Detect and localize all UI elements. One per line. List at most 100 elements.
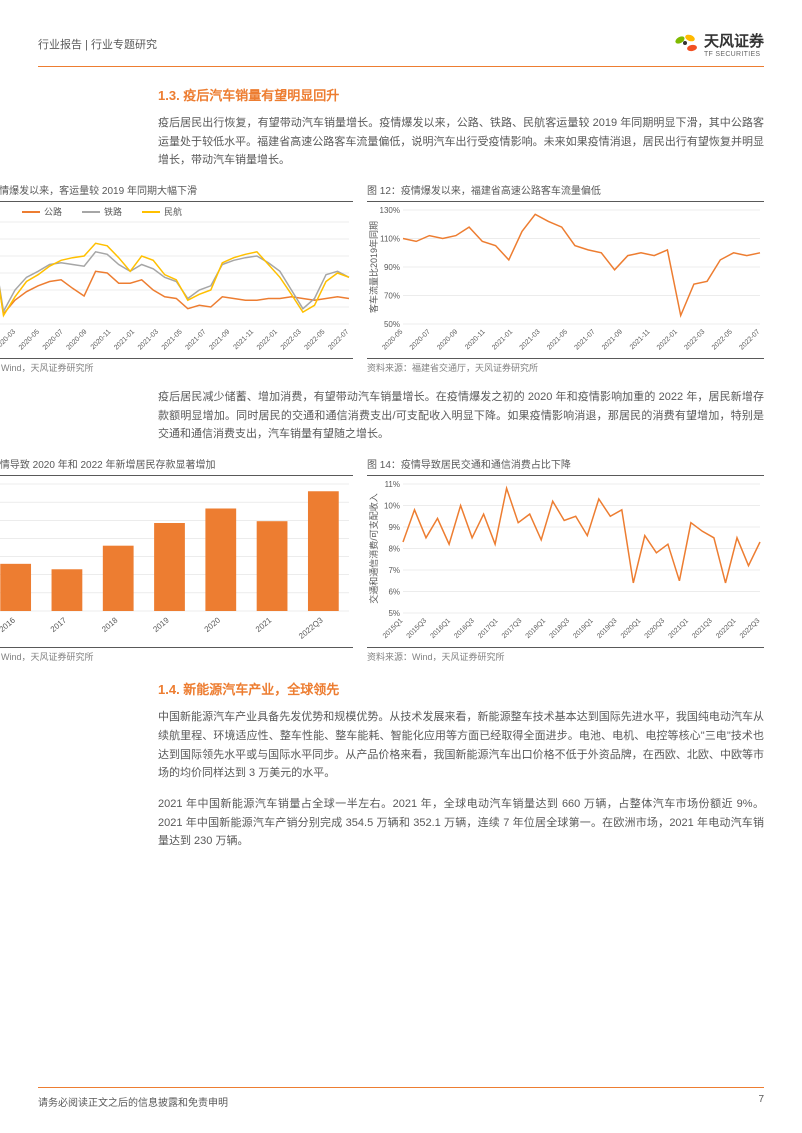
section-1-4-title: 1.4. 新能源汽车产业，全球领先 [158,679,764,698]
chart-11: 图 11：疫情爆发以来，客运量较 2019 年同期大幅下滑 0%20%40%60… [0,182,353,374]
svg-text:2017: 2017 [49,615,69,634]
svg-text:2019: 2019 [151,615,171,634]
svg-text:2015Q3: 2015Q3 [406,618,429,641]
svg-text:2021-09: 2021-09 [208,328,231,351]
svg-text:2020-09: 2020-09 [436,328,459,351]
svg-text:2021-11: 2021-11 [232,328,255,351]
svg-text:2022-07: 2022-07 [738,328,761,351]
svg-text:2020-11: 2020-11 [90,328,113,351]
svg-text:2020-09: 2020-09 [65,328,88,351]
svg-text:2022-01: 2022-01 [656,328,679,351]
svg-text:2022Q1: 2022Q1 [715,618,738,641]
chart-14: 图 14：疫情导致居民交通和通信消费占比下降 5% 6% 7% 8% 9% 10% 11% 交… [367,456,764,663]
svg-text:130%: 130% [380,206,400,215]
svg-text:5%: 5% [388,609,400,618]
svg-text:2021-05: 2021-05 [161,328,184,351]
svg-text:7%: 7% [388,566,400,575]
svg-text:2021-07: 2021-07 [574,328,597,351]
svg-text:客车流量比2019年同期: 客车流量比2019年同期 [368,221,379,313]
svg-text:2020-05: 2020-05 [381,328,404,351]
svg-text:2019Q3: 2019Q3 [596,618,619,641]
svg-text:2020-05: 2020-05 [18,328,41,351]
svg-text:2016Q3: 2016Q3 [453,618,476,641]
svg-text:50%: 50% [384,320,400,329]
chart-13-canvas: 02468101214新增居民存款：万亿元2016201720182019202… [0,478,353,643]
svg-text:2021-01: 2021-01 [491,328,514,351]
svg-text:2022-03: 2022-03 [280,328,303,351]
svg-text:2021-03: 2021-03 [137,328,160,351]
svg-text:70%: 70% [384,292,400,301]
svg-text:6%: 6% [388,588,400,597]
svg-text:2021-07: 2021-07 [184,328,207,351]
svg-text:2022-01: 2022-01 [256,328,279,351]
svg-text:9%: 9% [388,523,400,532]
svg-text:2020Q3: 2020Q3 [644,618,667,641]
chart-row-2: 图 13：疫情导致 2020 年和 2022 年新增居民存款显著增加 02468… [0,456,764,663]
svg-text:公路: 公路 [44,206,62,217]
svg-text:2018Q3: 2018Q3 [548,618,571,641]
svg-text:2020: 2020 [203,615,223,634]
svg-text:2021-03: 2021-03 [519,328,542,351]
svg-text:2022Q3: 2022Q3 [297,615,325,641]
svg-text:2022-07: 2022-07 [327,328,350,351]
section-1-3-para-1: 疫后居民出行恢复，有望带动汽车销量增长。疫情爆发以来，公路、铁路、民航客运量较 … [158,114,764,170]
svg-text:2016Q1: 2016Q1 [429,618,452,641]
svg-text:2021-09: 2021-09 [601,328,624,351]
svg-text:2018: 2018 [100,615,120,634]
svg-text:2022-05: 2022-05 [303,328,326,351]
footer-page-number: 7 [758,1094,764,1109]
svg-text:2020-07: 2020-07 [42,328,65,351]
breadcrumb: 行业报告 | 行业专题研究 [38,36,157,52]
chart-13-title: 图 13：疫情导致 2020 年和 2022 年新增居民存款显著增加 [0,456,353,471]
svg-text:10%: 10% [384,502,400,511]
chart-13-source: 资料来源：Wind，天风证券研究所 [0,647,353,663]
svg-text:2022-05: 2022-05 [711,328,734,351]
svg-text:8%: 8% [388,545,400,554]
svg-text:2021-11: 2021-11 [629,328,652,351]
svg-text:铁路: 铁路 [104,206,122,217]
chart-11-canvas: 0%20%40%60%80%100%120%客运量比2019年同期2020-01… [0,204,353,354]
chart-13: 图 13：疫情导致 2020 年和 2022 年新增居民存款显著增加 02468… [0,456,353,663]
svg-text:2020Q1: 2020Q1 [620,618,643,641]
page-footer: 请务必阅读正文之后的信息披露和免责申明 7 [38,1087,764,1109]
chart-12-source: 资料来源：福建省交通厅，天风证券研究所 [367,358,764,374]
chart-12-title: 图 12：疫情爆发以来，福建省高速公路客车流量偏低 [367,182,764,197]
section-1-4-para-2: 2021 年中国新能源汽车销量占全球一半左右。2021 年，全球电动汽车销量达到… [158,795,764,851]
svg-text:交通和通信消费/可支配收入: 交通和通信消费/可支配收入 [368,493,379,604]
logo-text-cn: 天风证券 [704,30,764,51]
svg-text:2021Q3: 2021Q3 [691,618,714,641]
page-header: 行业报告 | 行业专题研究 天风证券 TF SECURITIES [38,30,764,67]
svg-text:2022-03: 2022-03 [683,328,706,351]
chart-row-1: 图 11：疫情爆发以来，客运量较 2019 年同期大幅下滑 0%20%40%60… [0,182,764,374]
svg-text:2019Q1: 2019Q1 [572,618,595,641]
svg-text:2016: 2016 [0,615,17,634]
section-1-3-para-2: 疫后居民减少储蓄、增加消费，有望带动汽车销量增长。在疫情爆发之初的 2020 年… [158,388,764,444]
footer-disclaimer: 请务必阅读正文之后的信息披露和免责申明 [38,1094,228,1109]
svg-text:民航: 民航 [164,206,182,217]
chart-12-canvas: 50%70%90%110%130%客车流量比2019年同期2020-052020… [367,204,764,354]
svg-text:90%: 90% [384,263,400,272]
svg-text:11%: 11% [385,480,400,489]
svg-text:2021-01: 2021-01 [113,328,136,351]
section-1-4-para-1: 中国新能源汽车产业具备先发优势和规模优势。从技术发展来看，新能源整车技术基本达到… [158,708,764,783]
svg-text:2017Q3: 2017Q3 [501,618,524,641]
chart-12: 图 12：疫情爆发以来，福建省高速公路客车流量偏低 50% 70% 90% 110% 1… [367,182,764,374]
chart-11-source: 资料来源：Wind，天风证券研究所 [0,358,353,374]
svg-text:2018Q1: 2018Q1 [525,618,548,641]
svg-text:110%: 110% [380,235,400,244]
svg-text:2020-07: 2020-07 [409,328,432,351]
svg-text:2021-05: 2021-05 [546,328,569,351]
logo-icon [672,32,700,56]
svg-text:2020-11: 2020-11 [464,328,487,351]
company-logo: 天风证券 TF SECURITIES [672,30,764,58]
svg-text:2015Q1: 2015Q1 [382,618,405,641]
logo-text-en: TF SECURITIES [704,51,764,58]
chart-11-title: 图 11：疫情爆发以来，客运量较 2019 年同期大幅下滑 [0,182,353,197]
svg-text:2017Q1: 2017Q1 [477,618,500,641]
chart-14-title: 图 14：疫情导致居民交通和通信消费占比下降 [367,456,764,471]
chart-14-canvas: 5% 6% 7% 8% 9% 10% 11% 交通和通信消费/可支配收入 2015Q12015Q… [367,478,764,643]
chart-14-source: 资料来源：Wind，天风证券研究所 [367,647,764,663]
svg-text:2021Q1: 2021Q1 [667,618,690,641]
section-1-3-title: 1.3. 疫后汽车销量有望明显回升 [158,85,764,104]
svg-text:2022Q3: 2022Q3 [739,618,762,641]
